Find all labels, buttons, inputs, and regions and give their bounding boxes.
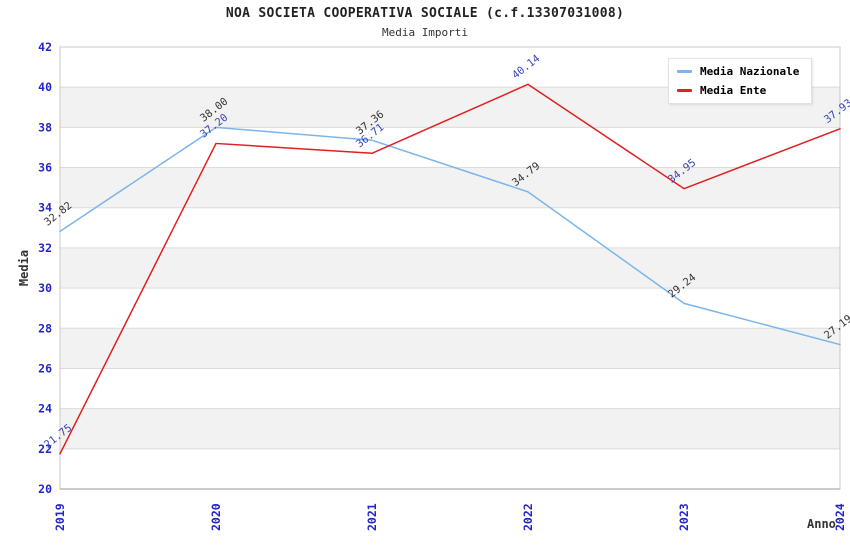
legend-item-media-nazionale[interactable]: Media Nazionale [677, 65, 803, 78]
plot-band [60, 328, 840, 369]
x-tick-label: 2024 [833, 503, 847, 531]
y-tick-label: 30 [38, 281, 52, 295]
chart-title: NOA SOCIETA COOPERATIVA SOCIALE (c.f.133… [225, 6, 625, 21]
legend-item-media-ente[interactable]: Media Ente [677, 84, 803, 97]
x-tick-label: 2022 [521, 503, 535, 531]
y-tick-label: 34 [38, 201, 52, 215]
y-axis-title: Media [17, 250, 31, 286]
plot-band [60, 247, 840, 289]
y-tick-label: 22 [38, 442, 52, 456]
y-tick-label: 20 [38, 482, 52, 496]
y-tick-label: 40 [38, 80, 52, 94]
legend: Media Nazionale Media Ente [668, 58, 812, 104]
y-tick-label: 32 [38, 241, 52, 255]
legend-swatch-blue-line-icon [677, 70, 692, 73]
legend-label: Media Nazionale [700, 65, 800, 78]
y-tick-label: 38 [38, 120, 52, 134]
plot-band [60, 167, 840, 208]
y-tick-label: 36 [38, 161, 52, 175]
point-label: 40.14 [510, 53, 542, 82]
y-tick-label: 42 [38, 40, 52, 54]
y-tick-label: 24 [38, 402, 52, 416]
chart-subtitle: Media Importi [381, 26, 469, 39]
x-tick-label: 2023 [677, 503, 691, 531]
series-line-media-nazionale [59, 126, 841, 346]
plot-band [60, 408, 840, 449]
y-tick-label: 26 [38, 361, 52, 375]
x-axis-title: Anno [807, 517, 836, 531]
series-line-media-ente [59, 83, 841, 455]
x-tick-label: 2019 [53, 503, 67, 531]
x-tick-label: 2020 [209, 503, 223, 531]
legend-label: Media Ente [700, 84, 767, 97]
y-tick-label: 28 [38, 321, 52, 335]
legend-swatch-red-line-icon [677, 89, 692, 92]
x-tick-label: 2021 [365, 503, 379, 531]
